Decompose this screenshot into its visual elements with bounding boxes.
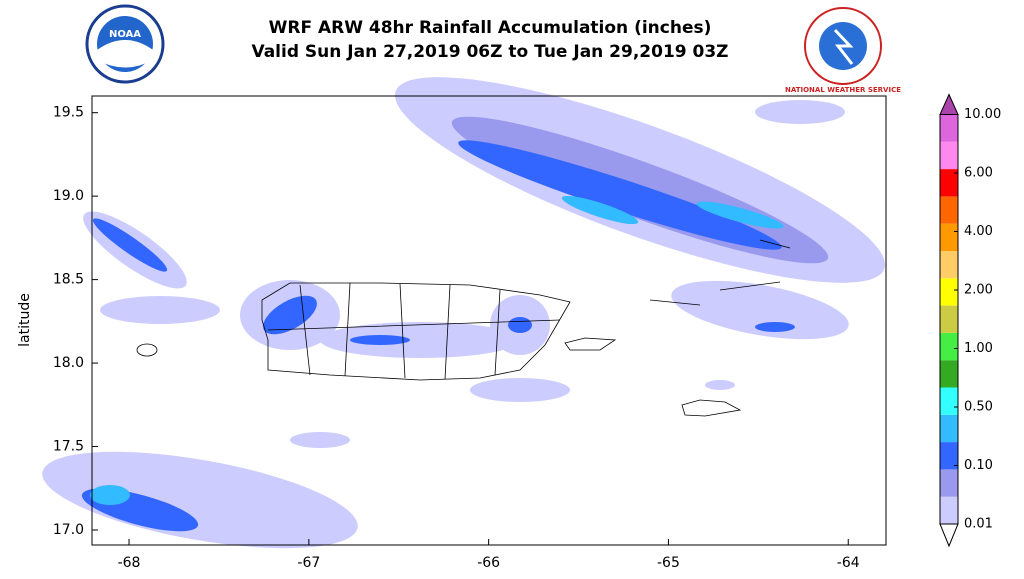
- colorbar-segment: [940, 251, 958, 279]
- y-tick-label: 18.5: [53, 272, 84, 288]
- colorbar-segment: [940, 305, 958, 333]
- colorbar-label: 0.10: [964, 458, 993, 473]
- colorbar-segment: [940, 196, 958, 224]
- x-tick-label: -67: [297, 555, 320, 571]
- colorbar-segment: [940, 223, 958, 251]
- title: WRF ARW 48hr Rainfall Accumulation (inch…: [269, 18, 712, 38]
- y-tick-label: 19.0: [53, 188, 84, 204]
- colorbar-segment: [940, 169, 958, 197]
- colorbar-label: 10.00: [964, 107, 1001, 122]
- nws-logo: NATIONAL WEATHER SERVICE: [785, 7, 901, 94]
- colorbar-label: 2.00: [964, 283, 993, 298]
- noaa-logo: NOAA: [85, 4, 165, 84]
- colorbar-frame: [939, 114, 959, 525]
- colorbar-over: [939, 93, 959, 115]
- x-tick-label: -68: [118, 555, 141, 571]
- nws-text: NATIONAL WEATHER SERVICE: [785, 86, 901, 94]
- y-tick-label: 17.0: [53, 522, 84, 538]
- colorbar-segment: [940, 332, 958, 361]
- colorbar-label: 0.50: [964, 400, 993, 415]
- x-tick-label: -65: [657, 555, 680, 571]
- colorbar-segment: [940, 141, 958, 170]
- noaa-text: NOAA: [109, 29, 141, 40]
- colorbar-segment: [940, 360, 958, 388]
- x-tick-label: -64: [837, 555, 860, 571]
- colorbar-label: 1.00: [964, 341, 993, 356]
- colorbar-label: 0.01: [964, 517, 993, 532]
- y-tick-label: 19.5: [53, 105, 84, 121]
- colorbar-segment: [940, 114, 958, 142]
- colorbar-segment: [940, 414, 958, 443]
- colorbar-segment: [940, 387, 958, 415]
- y-axis-label: latitude: [17, 293, 33, 347]
- colorbar-segment: [940, 442, 958, 470]
- y-tick-label: 18.0: [53, 355, 84, 371]
- colorbar-segment: [940, 469, 958, 497]
- colorbar-label: 6.00: [964, 166, 993, 181]
- x-tick-label: -66: [477, 555, 500, 571]
- colorbar-segment: [940, 278, 958, 306]
- colorbar-under: [939, 523, 959, 548]
- colorbar-label: 4.00: [964, 224, 993, 239]
- coastline: [136, 239, 791, 417]
- rain-field: [42, 77, 886, 549]
- subtitle: Valid Sun Jan 27,2019 06Z to Tue Jan 29,…: [251, 42, 728, 62]
- y-tick-label: 17.5: [53, 439, 84, 455]
- colorbar-segment: [940, 496, 958, 524]
